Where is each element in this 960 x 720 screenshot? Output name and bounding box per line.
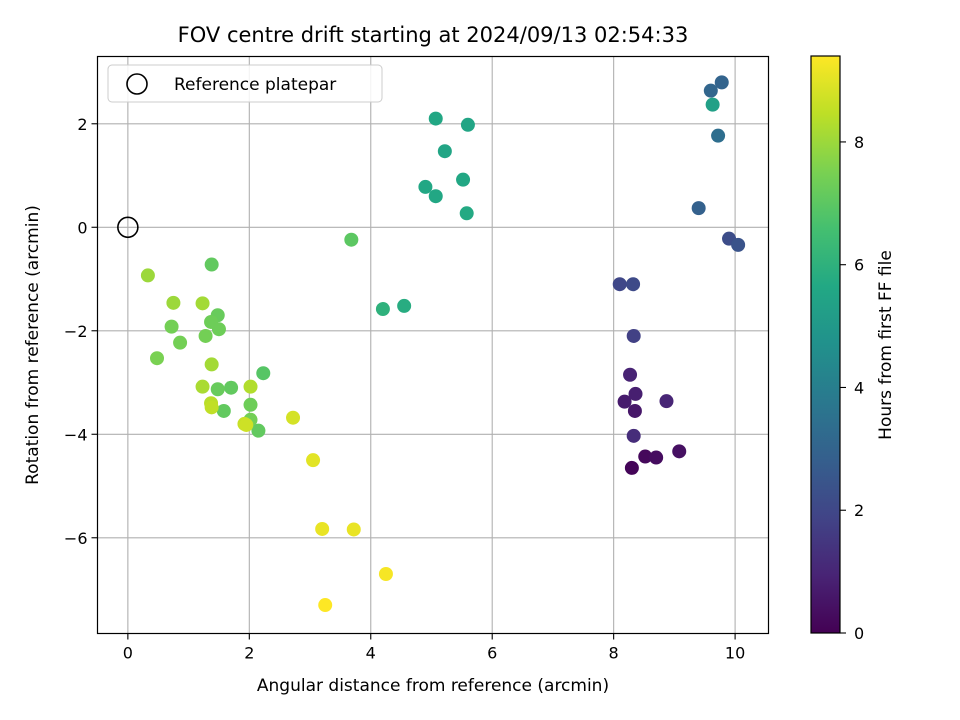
- data-point: [378, 566, 393, 581]
- data-point: [166, 295, 181, 310]
- colorbar-tick-label: 0: [854, 624, 864, 643]
- data-point: [638, 449, 653, 464]
- data-point: [204, 357, 219, 372]
- colorbar-title: Hours from first FF file: [876, 250, 896, 440]
- data-point: [173, 335, 188, 350]
- data-point: [628, 386, 643, 401]
- y-axis-title: Rotation from reference (arcmin): [23, 205, 43, 485]
- data-point: [612, 277, 627, 292]
- data-point: [672, 444, 687, 459]
- y-tick-label: −4: [64, 425, 88, 444]
- data-point: [346, 522, 361, 537]
- data-point: [428, 111, 443, 126]
- legend-box: [107, 64, 383, 103]
- y-tick-label: 2: [77, 115, 87, 134]
- colorbar-frame: [810, 55, 841, 634]
- data-point: [211, 322, 226, 337]
- legend-label: Reference platepar: [174, 75, 336, 95]
- data-point: [239, 417, 254, 432]
- reference-platepar-marker: [117, 216, 139, 239]
- data-point: [164, 319, 179, 334]
- data-point: [315, 521, 330, 536]
- data-point: [460, 117, 475, 132]
- data-point: [210, 382, 225, 397]
- data-point: [195, 379, 210, 394]
- legend: Reference platepar: [107, 64, 383, 103]
- colorbar-tick-label: 6: [854, 256, 864, 275]
- data-point: [649, 450, 664, 465]
- data-point: [198, 328, 213, 343]
- x-axis-title: Angular distance from reference (arcmin): [257, 676, 609, 696]
- legend-marker-icon: [126, 73, 148, 95]
- data-point: [306, 453, 321, 468]
- data-point: [731, 237, 746, 252]
- plot-frame: [96, 55, 770, 635]
- data-point: [624, 460, 639, 475]
- data-point: [150, 351, 165, 366]
- data-point: [428, 189, 443, 204]
- data-point: [626, 328, 641, 343]
- data-point: [397, 298, 412, 313]
- data-point: [626, 428, 641, 443]
- colorbar-tick-label: 4: [854, 378, 864, 397]
- grid-lines: [97, 56, 769, 634]
- data-point: [705, 97, 720, 112]
- data-point: [627, 403, 642, 418]
- data-point: [216, 403, 231, 418]
- data-point: [711, 128, 726, 143]
- data-point: [204, 400, 219, 415]
- x-tick-label: 6: [487, 644, 497, 663]
- y-tick-label: −6: [64, 529, 88, 548]
- data-point: [140, 268, 155, 283]
- data-point: [659, 394, 674, 409]
- data-point: [318, 598, 333, 613]
- data-point: [703, 83, 718, 98]
- data-point: [456, 172, 471, 187]
- data-point: [418, 179, 433, 194]
- y-tick-label: −2: [64, 322, 88, 341]
- x-tick-label: 8: [609, 644, 619, 663]
- x-tick-label: 2: [244, 644, 254, 663]
- scatter-points: [140, 75, 746, 613]
- data-point: [243, 397, 258, 412]
- data-point: [623, 367, 638, 382]
- data-point: [256, 366, 271, 381]
- chart-title: FOV centre drift starting at 2024/09/13 …: [178, 23, 689, 47]
- data-point: [459, 206, 474, 221]
- axis-ticks: 0 2 4 6 8 10 −6 −4 −2 0 2: [64, 115, 745, 663]
- y-tick-label: 0: [77, 218, 87, 237]
- data-point: [626, 277, 641, 292]
- colorbar-tick-label: 2: [854, 501, 864, 520]
- data-point: [243, 379, 258, 394]
- data-point: [375, 302, 390, 317]
- data-point: [714, 75, 729, 90]
- x-tick-label: 4: [366, 644, 376, 663]
- x-tick-label: 10: [725, 644, 745, 663]
- colorbar-tick-label: 8: [854, 133, 864, 152]
- data-point: [437, 144, 452, 159]
- colorbar-ticks: 0 2 4 6 8: [840, 133, 864, 643]
- data-point: [617, 394, 632, 409]
- data-point: [204, 257, 219, 272]
- colorbar: 0 2 4 6 8 Hours from first FF file: [810, 55, 896, 643]
- data-point: [251, 423, 266, 438]
- data-point: [691, 201, 706, 216]
- x-tick-label: 0: [123, 644, 133, 663]
- data-point: [224, 380, 239, 395]
- data-point: [195, 296, 210, 311]
- colorbar-gradient: [811, 56, 840, 633]
- data-point: [344, 232, 359, 247]
- data-point: [286, 410, 301, 425]
